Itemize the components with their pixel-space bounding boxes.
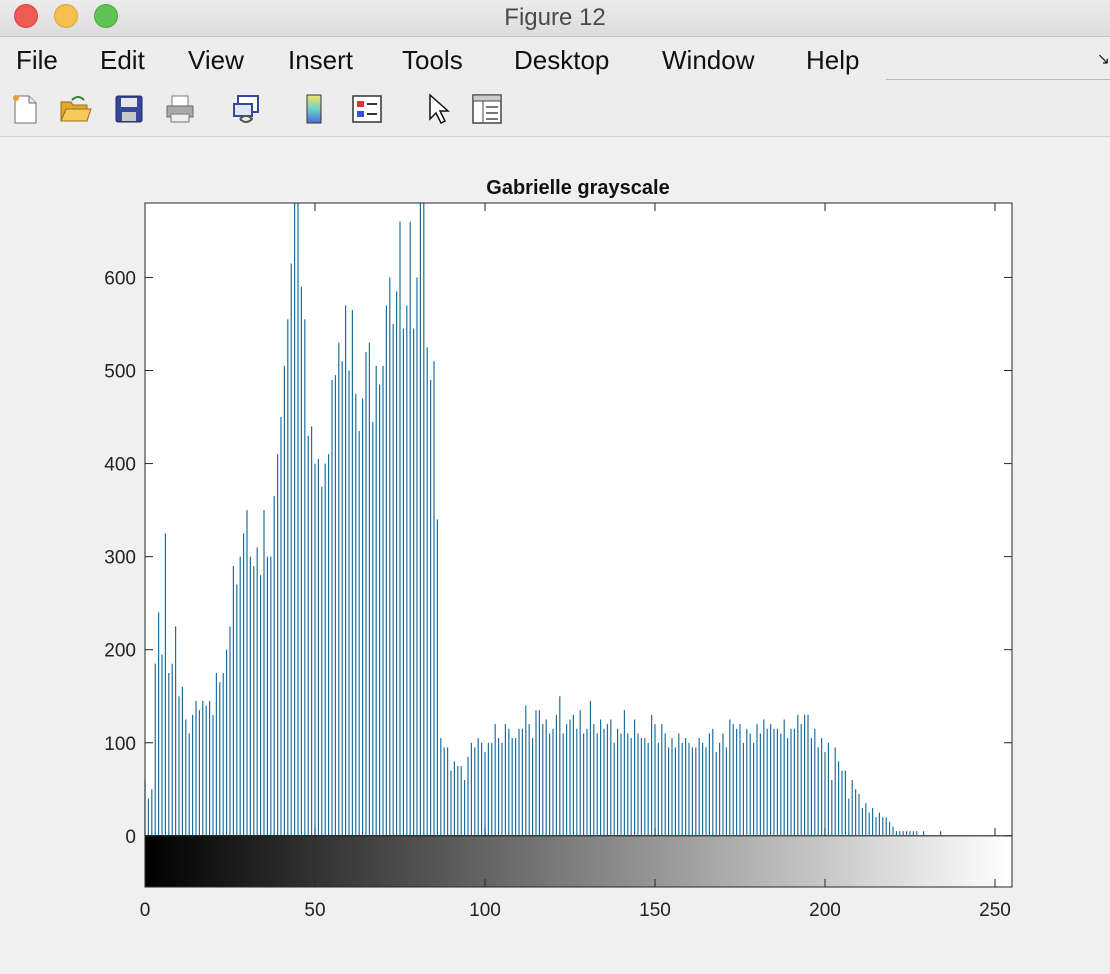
window-title: Figure 12 xyxy=(504,4,606,31)
print-icon[interactable] xyxy=(163,92,197,126)
title-bar[interactable]: Figure 12 xyxy=(0,0,1110,37)
histogram-bars xyxy=(144,203,942,836)
y-tick-label: 400 xyxy=(104,455,136,476)
x-tick-label: 200 xyxy=(809,900,841,921)
close-window-button[interactable] xyxy=(14,4,38,28)
grayscale-colorbar xyxy=(145,835,1012,887)
zoom-window-button[interactable] xyxy=(94,4,118,28)
menu-file[interactable]: File xyxy=(16,45,58,75)
insert-colorbar-icon[interactable] xyxy=(298,92,332,126)
minimize-window-button[interactable] xyxy=(54,4,78,28)
link-plot-icon[interactable] xyxy=(230,92,264,126)
x-tick-label: 150 xyxy=(639,900,671,921)
edit-plot-pointer-icon[interactable] xyxy=(422,92,456,126)
x-tick-label: 250 xyxy=(979,900,1011,921)
y-tick-label: 0 xyxy=(125,827,136,848)
menu-edit[interactable]: Edit xyxy=(100,45,145,75)
axis-ticks: 0 100 200 300 400 500 600 0 50 100 150 200 250 xyxy=(104,203,1012,921)
property-inspector-icon[interactable] xyxy=(470,92,504,126)
histogram-chart[interactable]: 0 100 200 300 400 500 600 0 50 100 150 200 250 Gabri… xyxy=(0,137,1110,974)
chart-title: Gabrielle grayscale xyxy=(486,177,669,199)
menu-bar: File Edit View Insert Tools Desktop Wind… xyxy=(0,37,1110,81)
axes-box xyxy=(144,202,1013,888)
y-tick-label: 200 xyxy=(104,641,136,662)
dock-arrow-icon[interactable]: ↘ xyxy=(1096,51,1110,68)
menu-view[interactable]: View xyxy=(188,45,244,75)
menu-help[interactable]: Help xyxy=(806,45,860,75)
figure-canvas[interactable]: 0 100 200 300 400 500 600 0 50 100 150 200 250 Gabri… xyxy=(0,137,1110,974)
menu-separator xyxy=(886,79,1110,80)
save-icon[interactable] xyxy=(112,92,146,126)
open-file-icon[interactable] xyxy=(58,92,92,126)
x-tick-label: 50 xyxy=(304,900,325,921)
y-tick-label: 300 xyxy=(104,548,136,569)
menu-window[interactable]: Window xyxy=(662,45,755,75)
menu-insert[interactable]: Insert xyxy=(288,45,354,75)
figure-toolbar xyxy=(0,82,1110,137)
y-tick-label: 600 xyxy=(104,268,136,289)
x-tick-label: 100 xyxy=(469,900,501,921)
new-figure-icon[interactable] xyxy=(8,92,42,126)
insert-legend-icon[interactable] xyxy=(350,92,384,126)
menu-desktop[interactable]: Desktop xyxy=(514,45,610,75)
plot-area xyxy=(145,203,1012,887)
y-tick-label: 100 xyxy=(104,734,136,755)
y-tick-label: 500 xyxy=(104,362,136,383)
menu-tools[interactable]: Tools xyxy=(402,45,463,75)
x-tick-label: 0 xyxy=(140,900,151,921)
